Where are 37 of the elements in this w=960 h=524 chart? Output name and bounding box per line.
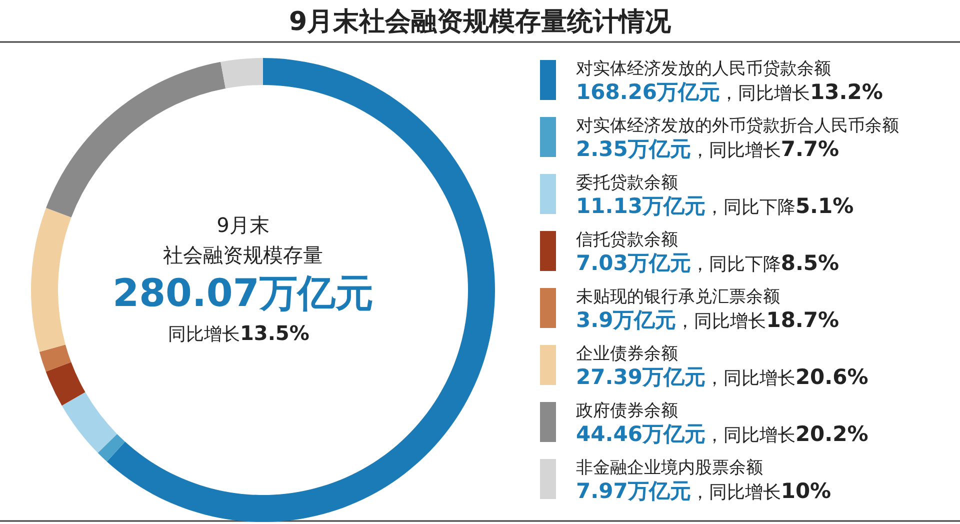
donut-slice xyxy=(46,62,226,218)
text: ，同比增长7.7% xyxy=(690,137,840,161)
text: ，同比增长20.6% xyxy=(705,365,868,389)
legend-label: 政府债券余额 xyxy=(576,401,678,421)
data-label: 7.97万亿元 xyxy=(576,479,691,503)
data-label: 2.35万亿元 xyxy=(576,137,691,161)
text: ，同比下降8.5% xyxy=(690,251,840,275)
text: 280.07万亿元 xyxy=(112,271,374,315)
donut-slice xyxy=(62,392,118,453)
text: ，同比下降5.1% xyxy=(705,194,854,218)
text: ，同比增长13.2% xyxy=(720,80,883,104)
chart-title: 9月末社会融资规模存量统计情况 xyxy=(288,7,672,37)
legend-label: 未贴现的银行承兑汇票余额 xyxy=(576,287,780,307)
text: 同比增长13.5% xyxy=(168,321,310,345)
data-label: 168.26万亿元 xyxy=(576,80,720,104)
legend-label: 对实体经济发放的外币贷款折合人民币余额 xyxy=(576,116,899,136)
legend-label: 非金融企业境内股票余额 xyxy=(576,458,763,478)
donut-slice xyxy=(220,58,263,88)
text: 社会融资规模存量 xyxy=(163,243,323,267)
data-label: 7.03万亿元 xyxy=(576,251,691,275)
legend-label: 企业债券余额 xyxy=(576,344,678,364)
text: ，同比增长20.2% xyxy=(705,422,868,446)
donut-slice xyxy=(98,434,126,462)
donut-slice xyxy=(39,344,72,372)
text: ，同比增长18.7% xyxy=(676,308,840,332)
donut-slice xyxy=(46,362,86,406)
text: 9月末 xyxy=(216,213,270,237)
data-label: 27.39万亿元 xyxy=(576,365,706,389)
data-label: 44.46万亿元 xyxy=(576,422,706,446)
legend-label: 委托贷款余额 xyxy=(576,173,678,193)
donut-slice xyxy=(106,58,495,522)
donut-slice xyxy=(31,208,72,352)
text: ，同比增长10% xyxy=(690,479,832,503)
legend-label: 信托贷款余额 xyxy=(576,230,678,250)
data-label: 11.13万亿元 xyxy=(576,194,706,218)
legend-label: 对实体经济发放的人民币贷款余额 xyxy=(576,59,831,79)
data-label: 3.9万亿元 xyxy=(576,308,676,332)
